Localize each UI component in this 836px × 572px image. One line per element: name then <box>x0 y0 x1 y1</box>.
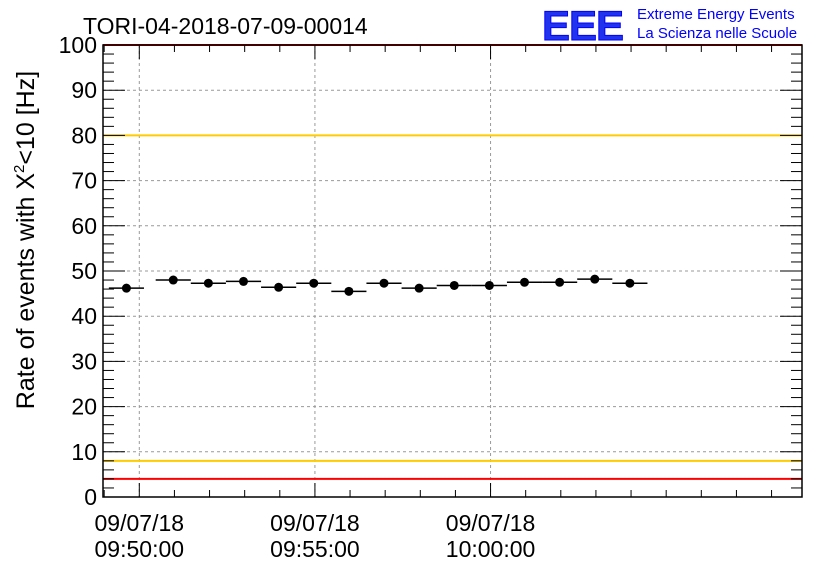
data-series <box>108 274 648 296</box>
data-point <box>555 277 565 287</box>
x-tick-label-time: 09:50:00 <box>95 536 185 562</box>
data-point <box>309 278 319 288</box>
data-point <box>379 278 389 288</box>
y-tick-label: 10 <box>71 439 97 465</box>
y-tick-label: 100 <box>59 32 97 58</box>
axes: 010203040506070809010009/07/1809:50:0009… <box>59 32 803 562</box>
y-axis-label-rest: <10 [Hz] <box>12 71 40 165</box>
y-tick-label: 80 <box>71 122 97 148</box>
data-point <box>274 282 284 292</box>
y-tick-label: 0 <box>84 484 97 510</box>
eee-logo: EEE Extreme Energy Events La Scienza nel… <box>542 2 798 50</box>
data-point <box>239 276 249 286</box>
data-point <box>121 283 131 293</box>
y-tick-label: 30 <box>71 348 97 374</box>
data-point <box>168 275 178 285</box>
y-axis-label-main: Rate of events with X <box>12 173 40 410</box>
y-tick-label: 90 <box>71 77 97 103</box>
data-point <box>520 277 530 287</box>
data-point <box>414 283 424 293</box>
data-point <box>203 278 213 288</box>
data-point <box>625 278 635 288</box>
grid <box>103 45 802 497</box>
x-tick-label-time: 09:55:00 <box>270 536 360 562</box>
x-tick-label-date: 09/07/18 <box>270 510 360 536</box>
chart-title: TORI-04-2018-07-09-00014 <box>83 13 368 39</box>
logo-line2: La Scienza nelle Scuole <box>637 25 797 42</box>
y-tick-label: 60 <box>71 213 97 239</box>
data-point <box>484 280 494 290</box>
y-tick-label: 70 <box>71 168 97 194</box>
limit-lines <box>103 44 802 480</box>
y-tick-label: 40 <box>71 303 97 329</box>
logo-line1: Extreme Energy Events <box>637 6 795 23</box>
data-point <box>590 274 600 284</box>
y-tick-label: 20 <box>71 394 97 420</box>
logo-mark: EEE <box>542 2 623 49</box>
data-point <box>344 286 354 296</box>
y-tick-label: 50 <box>71 258 97 284</box>
y-axis-label: Rate of events with X2<10 [Hz] <box>11 71 40 409</box>
data-point <box>449 280 459 290</box>
y-axis-label-sup: 2 <box>11 165 28 173</box>
x-tick-label-time: 10:00:00 <box>446 536 536 562</box>
x-tick-label-date: 09/07/18 <box>95 510 185 536</box>
x-tick-label-date: 09/07/18 <box>446 510 536 536</box>
